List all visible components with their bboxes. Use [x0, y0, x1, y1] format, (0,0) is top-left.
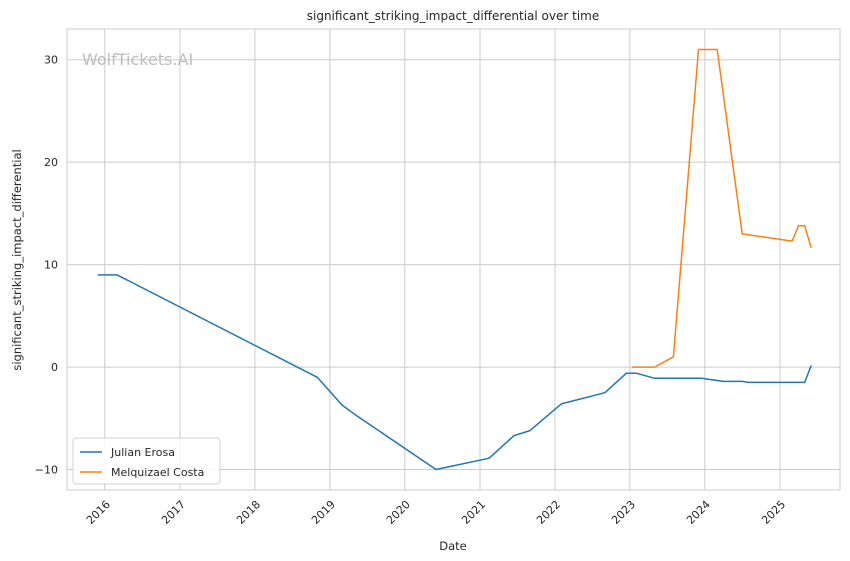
y-tick-label: 10	[44, 259, 58, 272]
x-tick-label: 2020	[384, 498, 413, 527]
y-tick-label: 20	[44, 156, 58, 169]
series-line-1	[632, 48, 812, 368]
series-line-0	[97, 274, 812, 471]
x-tick-label: 2016	[84, 498, 113, 527]
x-tick-label: 2025	[759, 498, 788, 527]
x-tick-label: 2023	[609, 498, 638, 527]
legend-label-0: Julian Erosa	[110, 446, 175, 459]
y-axis-title: significant_striking_impact_differential	[10, 149, 24, 370]
x-tick-label: 2018	[234, 498, 263, 527]
x-tick-label: 2022	[534, 498, 563, 527]
axes-frame	[66, 28, 841, 491]
y-tick-label: 0	[51, 361, 58, 374]
x-tick-label: 2017	[159, 498, 188, 527]
x-tick-label: 2024	[684, 498, 713, 527]
watermark: WolfTickets.AI	[82, 50, 193, 69]
x-tick-label: 2021	[459, 498, 488, 527]
x-tick-label: 2019	[309, 498, 338, 527]
series-layer	[97, 48, 812, 471]
grid	[67, 29, 840, 490]
legend-box	[72, 437, 221, 485]
legend: Julian Erosa Melquizael Costa	[72, 437, 221, 485]
y-tick-label: −10	[35, 464, 58, 477]
plot-frame	[66, 28, 841, 491]
x-axis-title: Date	[439, 539, 467, 553]
chart-title: significant_striking_impact_differential…	[307, 9, 599, 23]
legend-label-1: Melquizael Costa	[111, 466, 204, 479]
y-tick-label: 30	[44, 54, 58, 67]
